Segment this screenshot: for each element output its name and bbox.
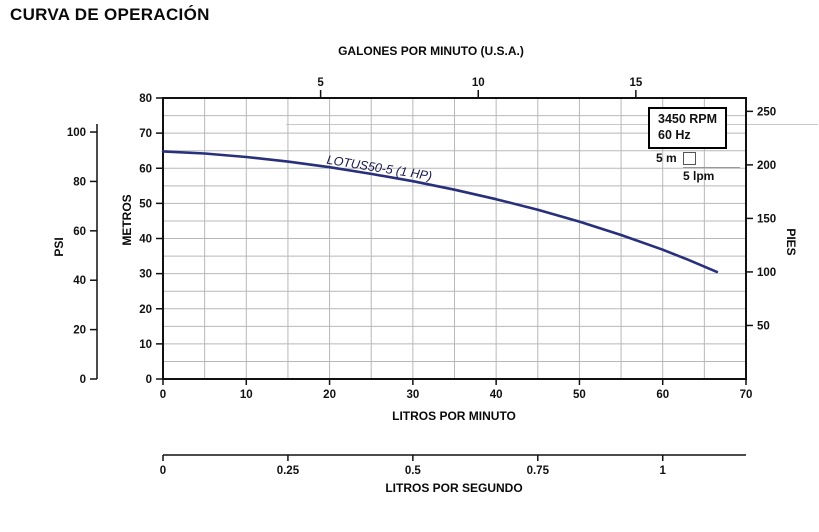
metros-tick-label: 40 [139,234,152,246]
gpm-tick-label: 15 [629,77,642,89]
pies-tick-label: 50 [757,320,770,332]
metros-tick-label: 70 [139,128,152,140]
lpm-tick-label: 10 [240,389,253,401]
gpm-tick-label: 5 [317,77,324,89]
lps-tick-label: 0.5 [405,465,422,477]
metros-tick-label: 20 [139,304,152,316]
rpm-legend: 3450 RPM 60 Hz [648,107,728,149]
right-axis-title: PIES [784,228,798,256]
pump-curve [161,150,719,274]
bottom-secondary-axis-title: LITROS POR SEGUNDO [385,481,523,495]
lpm-tick-label: 20 [323,389,336,401]
pies-tick-label: 250 [757,106,776,118]
grid-scale-meters-row: 5 m [656,151,740,165]
lps-tick-label: 0.75 [527,465,550,477]
lps-tick-label: 1 [660,465,667,477]
psi-axis-title: PSI [52,237,66,257]
lpm-tick-label: 60 [656,389,669,401]
psi-tick-label: 80 [73,176,86,188]
top-axis-title: GALONES POR MINUTO (U.S.A.) [338,44,524,58]
frequency-value: 60 Hz [658,128,691,143]
bottom-axis-title: LITROS POR MINUTO [392,409,516,423]
lpm-tick-label: 30 [406,389,419,401]
left-axis-title: METROS [120,194,134,246]
lpm-tick-label: 0 [160,389,166,401]
curve-label: LOTUS50-5 (1 HP) [326,153,433,183]
grid-scale-meters-label: 5 m [656,151,677,165]
psi-tick-label: 100 [67,127,86,139]
pies-tick-label: 150 [757,213,776,225]
metros-tick-label: 50 [139,198,152,210]
lpm-tick-label: 40 [490,389,503,401]
gpm-tick-label: 10 [472,77,485,89]
page-title: CURVA DE OPERACIÓN [10,5,210,24]
pies-tick-label: 100 [757,267,776,279]
rpm-value: 3450 RPM [658,112,718,126]
pies-tick-label: 200 [757,160,776,172]
metros-tick-label: 60 [139,163,152,175]
metros-tick-label: 0 [146,374,152,386]
metros-tick-label: 10 [139,339,152,351]
grid-scale-lpm-label: 5 lpm [683,167,740,183]
grid-scale-square-icon [682,151,696,165]
psi-tick-label: 40 [73,275,86,287]
grid-scale-legend: 5 m 5 lpm [656,151,740,183]
metros-tick-label: 80 [139,93,152,105]
lps-tick-label: 0.25 [277,465,300,477]
psi-tick-label: 20 [73,325,86,337]
lpm-tick-label: 50 [573,389,586,401]
lpm-tick-label: 70 [740,389,753,401]
psi-tick-label: 0 [80,374,86,386]
psi-tick-label: 60 [73,226,86,238]
metros-tick-label: 30 [139,269,152,281]
lps-tick-label: 0 [160,465,166,477]
